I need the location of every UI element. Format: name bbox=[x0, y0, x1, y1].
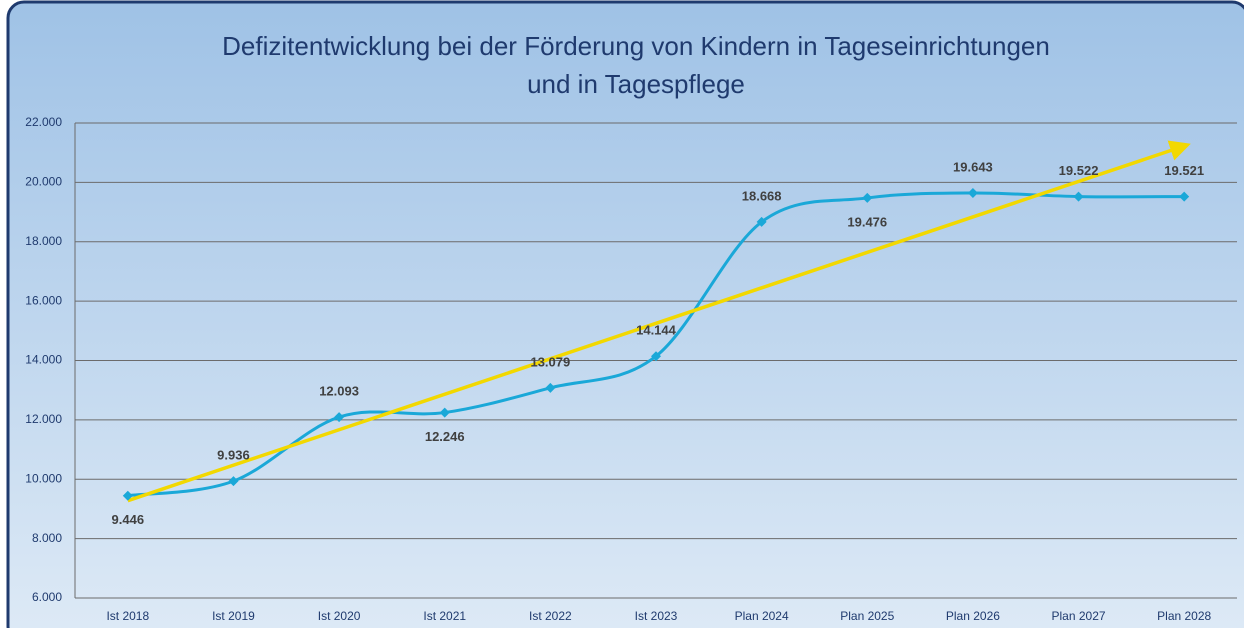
x-tick-label: Ist 2022 bbox=[529, 609, 572, 623]
y-tick-label: 18.000 bbox=[25, 234, 62, 248]
y-tick-label: 14.000 bbox=[25, 353, 62, 367]
marker bbox=[651, 351, 661, 362]
data-label: 9.936 bbox=[217, 448, 250, 463]
marker bbox=[862, 192, 873, 203]
x-tick-label: Ist 2018 bbox=[106, 609, 149, 623]
data-label: 19.476 bbox=[847, 214, 887, 229]
x-tick-label: Plan 2026 bbox=[946, 609, 1000, 623]
y-tick-label: 12.000 bbox=[25, 412, 62, 426]
marker bbox=[1179, 191, 1190, 202]
x-tick-label: Ist 2019 bbox=[212, 609, 255, 623]
y-tick-label: 22.000 bbox=[25, 115, 62, 129]
marker bbox=[545, 382, 556, 393]
data-label: 19.643 bbox=[953, 159, 993, 174]
y-tick-label: 6.000 bbox=[32, 590, 62, 604]
chart-title: Defizitentwicklung bei der Förderung von… bbox=[222, 31, 1050, 61]
marker bbox=[439, 407, 450, 418]
x-tick-label: Plan 2027 bbox=[1052, 609, 1106, 623]
marker bbox=[1073, 191, 1084, 202]
trend-line bbox=[127, 140, 1191, 503]
x-tick-label: Ist 2023 bbox=[635, 609, 678, 623]
x-tick-label: Ist 2021 bbox=[423, 609, 466, 623]
marker bbox=[334, 412, 345, 423]
data-label: 19.522 bbox=[1059, 163, 1099, 178]
x-tick-label: Ist 2020 bbox=[318, 609, 361, 623]
data-label: 9.446 bbox=[112, 512, 145, 527]
data-label: 14.144 bbox=[636, 323, 677, 338]
x-tick-label: Plan 2028 bbox=[1157, 609, 1211, 623]
data-label: 12.093 bbox=[319, 384, 359, 399]
x-tick-label: Plan 2024 bbox=[735, 609, 789, 623]
y-tick-label: 20.000 bbox=[25, 175, 62, 189]
marker bbox=[967, 187, 978, 198]
marker bbox=[122, 490, 133, 501]
marker bbox=[756, 216, 767, 227]
marker bbox=[228, 476, 239, 487]
frame bbox=[6, 0, 1244, 633]
data-label: 13.079 bbox=[530, 354, 570, 369]
chart-title: und in Tagespflege bbox=[527, 69, 745, 99]
data-label: 19.521 bbox=[1164, 163, 1204, 178]
data-label: 12.246 bbox=[425, 429, 465, 444]
x-tick-label: Plan 2025 bbox=[840, 609, 894, 623]
data-label: 18.668 bbox=[742, 188, 782, 203]
y-tick-label: 8.000 bbox=[32, 531, 62, 545]
y-tick-label: 16.000 bbox=[25, 293, 62, 307]
y-tick-label: 10.000 bbox=[25, 471, 62, 485]
